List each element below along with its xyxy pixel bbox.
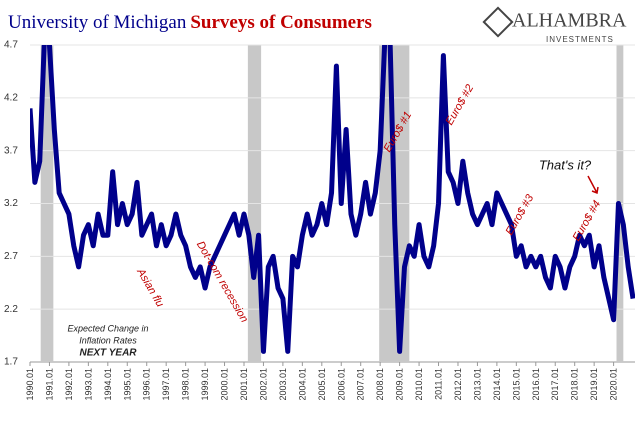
x-tick-label: 2002.01	[258, 368, 268, 401]
x-tick-label: 1998.01	[181, 368, 191, 401]
x-tick-label: 2016.01	[531, 368, 541, 401]
x-tick-label: 2005.01	[317, 368, 327, 401]
x-tick-label: 2012.01	[453, 368, 463, 401]
x-tick-label: 2008.01	[375, 368, 385, 401]
x-tick-label: 1990.01	[25, 368, 35, 401]
y-tick-label: 3.7	[4, 145, 18, 156]
x-tick-label: 1999.01	[200, 368, 210, 401]
x-tick-label: 2007.01	[356, 368, 366, 401]
y-tick-label: 3.2	[4, 198, 18, 209]
x-tick-label: 2000.01	[220, 368, 230, 401]
data-line	[30, 45, 635, 354]
title-main: University of Michigan	[8, 12, 187, 33]
x-tick-label: 1997.01	[161, 368, 171, 401]
y-tick-label: 2.7	[4, 251, 18, 262]
annotation: Asian flu	[134, 266, 166, 309]
x-tick-label: 2006.01	[336, 368, 346, 401]
x-tick-label: 2010.01	[414, 368, 424, 401]
y-tick-label: 4.7	[4, 40, 18, 51]
x-tick-label: 1994.01	[103, 368, 113, 401]
logo-icon	[482, 6, 514, 38]
chart-title: University of Michigan Surveys of Consume…	[8, 12, 372, 33]
x-tick-label: 2019.01	[589, 368, 599, 401]
x-tick-label: 1995.01	[122, 368, 132, 401]
logo-name: ALHAMBRA	[512, 10, 627, 32]
title-highlight: Surveys of Consumers	[190, 12, 372, 33]
logo: ALHAMBRA INVESTMENTS	[482, 6, 627, 44]
x-tick-label: 2018.01	[570, 368, 580, 401]
annotation: That's it?	[539, 157, 592, 172]
x-tick-label: 2013.01	[472, 368, 482, 401]
annotation: Euro$ #2	[444, 83, 477, 128]
x-tick-label: 1991.01	[44, 368, 54, 401]
y-tick-label: 1.7	[4, 357, 18, 368]
x-tick-label: 2003.01	[278, 368, 288, 401]
x-tick-label: 1993.01	[83, 368, 93, 401]
series-label: Expected Change in	[67, 323, 148, 333]
y-tick-label: 4.2	[4, 92, 18, 103]
y-tick-label: 2.2	[4, 304, 18, 315]
x-tick-label: 2001.01	[239, 368, 249, 401]
x-tick-label: 1996.01	[142, 368, 152, 401]
series-label: Inflation Rates	[79, 335, 137, 345]
x-tick-label: 2011.01	[434, 368, 444, 400]
x-tick-label: 2017.01	[550, 368, 560, 401]
x-tick-label: 2009.01	[395, 368, 405, 401]
x-tick-label: 2014.01	[492, 368, 502, 401]
series-label: NEXT YEAR	[79, 348, 137, 359]
arrow	[587, 175, 599, 195]
x-tick-label: 2020.01	[609, 368, 619, 401]
logo-sub: INVESTMENTS	[546, 35, 614, 44]
x-tick-label: 1992.01	[64, 368, 74, 401]
x-tick-label: 2015.01	[511, 368, 521, 401]
x-tick-label: 2004.01	[297, 368, 307, 401]
